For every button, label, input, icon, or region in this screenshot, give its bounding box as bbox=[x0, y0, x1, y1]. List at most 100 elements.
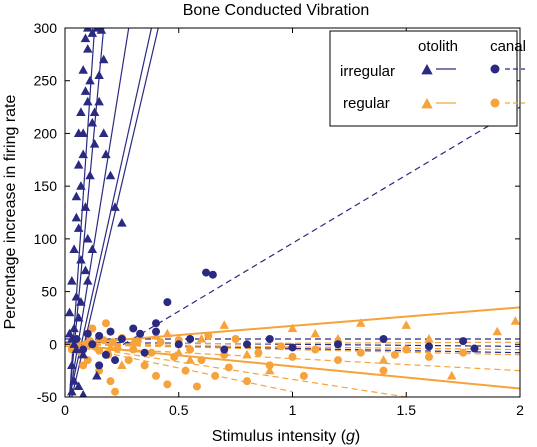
legend-label-irregular: irregular bbox=[340, 63, 395, 80]
point-irregular-otolith-45 bbox=[89, 107, 100, 116]
legend-header-canal: canal bbox=[490, 38, 526, 55]
point-regular-otolith-9 bbox=[287, 323, 298, 333]
point-irregular-otolith-43 bbox=[80, 202, 91, 211]
point-regular-canal-32 bbox=[254, 348, 263, 357]
point-irregular-otolith-23 bbox=[94, 96, 104, 106]
x-tick-label-4: 2 bbox=[516, 402, 524, 418]
chart-title: Bone Conducted Vibration bbox=[183, 2, 370, 19]
point-irregular-otolith-27 bbox=[105, 170, 116, 180]
point-irregular-otolith-51 bbox=[67, 386, 77, 396]
point-regular-canal-40 bbox=[379, 366, 388, 375]
plot-area bbox=[65, 28, 520, 397]
point-irregular-otolith-37 bbox=[83, 233, 93, 243]
point-irregular-canal-28 bbox=[152, 327, 160, 336]
point-irregular-otolith-1 bbox=[65, 307, 75, 317]
point-irregular-otolith-2 bbox=[67, 276, 77, 285]
point-regular-canal-37 bbox=[311, 345, 320, 354]
point-irregular-otolith-31 bbox=[69, 323, 79, 333]
point-irregular-canal-24 bbox=[470, 344, 479, 353]
fit-line-irregular-otolith-1 bbox=[68, 28, 130, 397]
point-irregular-otolith-25 bbox=[98, 128, 109, 138]
point-irregular-otolith-52 bbox=[73, 223, 84, 232]
point-irregular-otolith-40 bbox=[79, 389, 88, 397]
point-regular-otolith-6 bbox=[174, 347, 184, 357]
point-irregular-otolith-24 bbox=[96, 28, 107, 34]
x-axis: 0 0.5 1 1.5 2 bbox=[61, 28, 524, 418]
point-irregular-canal-17 bbox=[243, 340, 251, 349]
y-tick-label-6: 250 bbox=[34, 73, 58, 89]
point-regular-canal-49 bbox=[88, 324, 97, 333]
point-regular-canal-13 bbox=[129, 345, 138, 354]
point-regular-otolith-20 bbox=[265, 365, 275, 375]
point-irregular-otolith-19 bbox=[87, 28, 98, 37]
point-irregular-canal-9 bbox=[136, 329, 145, 338]
point-irregular-otolith-34 bbox=[76, 297, 86, 306]
point-regular-canal-18 bbox=[156, 338, 165, 347]
point-irregular-otolith-54 bbox=[83, 96, 93, 106]
point-regular-canal-39 bbox=[356, 348, 365, 357]
point-irregular-canal-23 bbox=[459, 337, 468, 346]
point-regular-canal-44 bbox=[459, 348, 468, 357]
point-regular-canal-23 bbox=[186, 345, 195, 354]
fit-line-irregular-otolith-2 bbox=[68, 28, 153, 397]
point-regular-canal-17 bbox=[152, 371, 160, 380]
point-regular-otolith-10 bbox=[333, 334, 343, 343]
point-irregular-canal-16 bbox=[220, 345, 229, 354]
point-irregular-otolith-47 bbox=[98, 54, 109, 64]
point-irregular-otolith-6 bbox=[71, 212, 82, 222]
fit-line-irregular-otolith-4 bbox=[68, 28, 96, 397]
point-irregular-canal-5 bbox=[101, 350, 110, 359]
point-regular-canal-35 bbox=[288, 352, 297, 361]
point-regular-otolith-15 bbox=[510, 316, 520, 325]
fit-line-regular-canal-2 bbox=[65, 345, 520, 372]
point-irregular-otolith-49 bbox=[87, 244, 98, 253]
point-regular-otolith-22 bbox=[356, 318, 366, 327]
point-regular-otolith-3 bbox=[105, 342, 116, 352]
point-irregular-canal-1 bbox=[79, 345, 88, 354]
point-irregular-otolith-11 bbox=[76, 181, 86, 190]
point-regular-canal-51 bbox=[111, 387, 120, 396]
x-axis-title-close: ) bbox=[355, 428, 360, 445]
point-irregular-otolith-5 bbox=[69, 376, 79, 385]
point-regular-canal-19 bbox=[163, 380, 172, 389]
y-axis-title: Percentage increase in firing rate bbox=[2, 95, 19, 330]
point-regular-canal-34 bbox=[277, 342, 286, 351]
point-regular-canal-6 bbox=[95, 346, 104, 355]
point-irregular-otolith-41 bbox=[71, 291, 82, 301]
y-tick-label-2: 50 bbox=[41, 284, 57, 300]
fit-line-regular-canal-1 bbox=[65, 343, 520, 351]
point-irregular-otolith-42 bbox=[76, 254, 86, 264]
point-irregular-canal-15 bbox=[208, 270, 217, 279]
point-irregular-canal-26 bbox=[111, 356, 120, 365]
point-irregular-otolith-15 bbox=[80, 86, 91, 95]
point-irregular-otolith-16 bbox=[83, 44, 93, 53]
point-irregular-otolith-3 bbox=[67, 360, 77, 369]
point-regular-canal-31 bbox=[243, 377, 251, 386]
point-regular-canal-15 bbox=[140, 361, 149, 370]
point-irregular-canal-3 bbox=[88, 340, 97, 349]
point-irregular-otolith-7 bbox=[71, 191, 82, 201]
point-irregular-canal-11 bbox=[163, 298, 172, 307]
point-regular-canal-24 bbox=[192, 382, 201, 391]
point-irregular-canal-2 bbox=[83, 329, 92, 338]
legend-regular-otolith-marker bbox=[421, 98, 433, 109]
point-regular-otolith-11 bbox=[378, 355, 389, 364]
point-irregular-canal-25 bbox=[95, 361, 104, 370]
x-tick-label-2: 1 bbox=[289, 402, 297, 418]
x-axis-title-variable: g bbox=[346, 428, 355, 445]
legend-box bbox=[329, 30, 518, 127]
point-regular-otolith-4 bbox=[128, 337, 138, 346]
point-irregular-otolith-18 bbox=[85, 75, 95, 85]
point-irregular-otolith-35 bbox=[78, 349, 88, 359]
point-regular-canal-27 bbox=[211, 371, 220, 380]
point-irregular-otolith-53 bbox=[78, 128, 88, 138]
point-regular-canal-16 bbox=[147, 348, 156, 357]
point-irregular-otolith-38 bbox=[69, 339, 79, 348]
point-regular-canal-33 bbox=[265, 361, 274, 370]
point-irregular-otolith-28 bbox=[110, 202, 120, 211]
legend-header-otolith: otolith bbox=[418, 38, 458, 55]
y-tick-label-4: 150 bbox=[34, 178, 58, 194]
point-irregular-canal-8 bbox=[129, 324, 138, 333]
x-axis-title-text: Stimulus intensity ( bbox=[212, 428, 347, 445]
